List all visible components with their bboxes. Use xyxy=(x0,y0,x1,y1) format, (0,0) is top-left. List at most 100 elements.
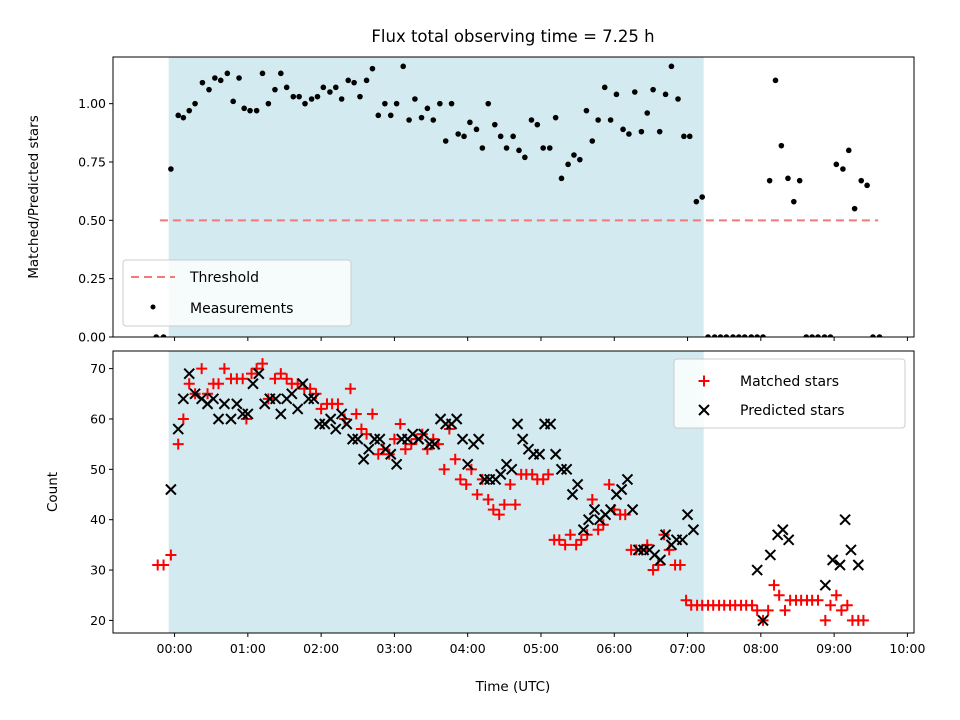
predicted-star-point xyxy=(615,483,628,496)
predicted-star-point xyxy=(212,413,225,425)
measurement-point xyxy=(540,145,546,151)
matched-star-point xyxy=(394,418,406,430)
bottom-panel: 20 30 40 50 60 70 00:00 01:00 02:00 03:00 04:00 05:… xyxy=(45,350,925,656)
measurement-point xyxy=(241,105,247,112)
measurement-point xyxy=(503,145,510,151)
measurement-point xyxy=(224,70,231,77)
measurement-point xyxy=(711,334,718,337)
matched-star-point xyxy=(493,509,505,521)
predicted-star-point xyxy=(582,513,595,526)
measurement-point xyxy=(357,93,363,100)
predicted-star-point xyxy=(352,433,364,445)
measurement-point xyxy=(876,334,883,337)
matched-star-point xyxy=(680,594,692,606)
matched-star-point xyxy=(246,368,258,380)
measurement-point xyxy=(601,84,608,91)
matched-star-point xyxy=(388,433,400,445)
bottom-y-tick-label: 40 xyxy=(90,512,106,527)
predicted-star-point xyxy=(374,433,386,445)
measurement-point xyxy=(497,133,504,140)
bottom-y-tick-label: 30 xyxy=(90,563,106,578)
measurement-point xyxy=(631,89,638,95)
measurement-point xyxy=(485,100,492,107)
matched-star-point xyxy=(344,383,356,395)
matched-star-point xyxy=(857,614,869,626)
measurement-point xyxy=(528,117,535,123)
measurement-point xyxy=(796,177,803,184)
matched-star-point xyxy=(812,594,824,606)
predicted-star-point xyxy=(839,513,851,526)
measurement-point xyxy=(613,91,620,98)
measurement-point xyxy=(448,100,455,107)
predicted-star-point xyxy=(418,428,430,440)
matched-star-point xyxy=(476,473,488,485)
predicted-star-point xyxy=(549,448,562,460)
matched-star-point xyxy=(202,388,214,400)
measurement-point xyxy=(400,63,407,70)
measurement-point xyxy=(864,182,870,189)
matched-star-point xyxy=(553,534,565,546)
predicted-star-point xyxy=(852,559,865,571)
matched-star-point xyxy=(746,599,758,611)
matched-star-point xyxy=(183,378,195,390)
measurement-point xyxy=(686,133,693,140)
predicted-star-point xyxy=(346,433,359,445)
measurement-point xyxy=(442,138,449,144)
matched-star-point xyxy=(482,494,494,506)
measurement-point xyxy=(153,334,160,337)
predicted-legend-swatch xyxy=(698,404,710,416)
measurement-point xyxy=(345,77,352,84)
predicted-star-point xyxy=(291,403,304,415)
measurement-point xyxy=(583,107,590,114)
measurement-point xyxy=(236,75,242,81)
measurement-point xyxy=(620,126,626,133)
measurement-point xyxy=(332,84,339,91)
bottom-legend-box xyxy=(673,358,906,429)
top-axes-frame xyxy=(112,56,915,338)
matched-star-point xyxy=(213,378,225,390)
matched-star-point xyxy=(487,504,499,516)
predicted-star-point xyxy=(516,433,529,445)
predicted-star-point xyxy=(782,534,795,546)
measurement-point xyxy=(577,156,583,163)
measurement-point xyxy=(650,86,656,93)
matched-star-point xyxy=(218,363,230,375)
measurement-point xyxy=(217,77,224,84)
matched-star-point xyxy=(471,489,483,501)
predicted-star-point xyxy=(172,423,184,435)
measurement-point xyxy=(192,100,198,107)
predicted-star-point xyxy=(654,554,667,566)
matched-legend-label: Matched stars xyxy=(740,374,839,390)
matched-star-point xyxy=(438,463,450,475)
predicted-star-point xyxy=(845,544,857,556)
predicted-star-point xyxy=(253,367,265,380)
matched-star-point xyxy=(751,604,763,616)
predicted-star-point xyxy=(313,418,326,430)
measurement-point xyxy=(283,84,290,91)
measurement-point xyxy=(851,205,858,212)
measurement-point xyxy=(467,119,473,126)
matched-star-point xyxy=(366,408,378,420)
predicted-star-point xyxy=(275,408,287,420)
predicted-star-point xyxy=(242,408,254,420)
measurement-point xyxy=(785,175,791,182)
predicted-star-point xyxy=(505,463,518,476)
matched-star-point xyxy=(292,378,304,390)
x-tick-label: 07:00 xyxy=(670,641,706,656)
predicted-star-point xyxy=(363,443,375,455)
matched-star-point xyxy=(830,589,842,601)
predicted-star-point xyxy=(478,473,491,486)
measurement-point xyxy=(387,112,394,119)
predicted-star-point xyxy=(571,478,584,491)
measurement-point xyxy=(772,77,779,84)
measurement-point xyxy=(681,133,687,140)
matched-star-point xyxy=(275,368,287,380)
measurement-point xyxy=(754,334,760,337)
top-y-axis-label: Matched/Predicted stars xyxy=(26,115,42,278)
measurement-point xyxy=(455,131,461,137)
predicted-star-point xyxy=(341,418,353,430)
measurement-point xyxy=(668,63,675,70)
x-tick-label: 08:00 xyxy=(743,641,779,656)
measurement-point xyxy=(253,107,260,114)
